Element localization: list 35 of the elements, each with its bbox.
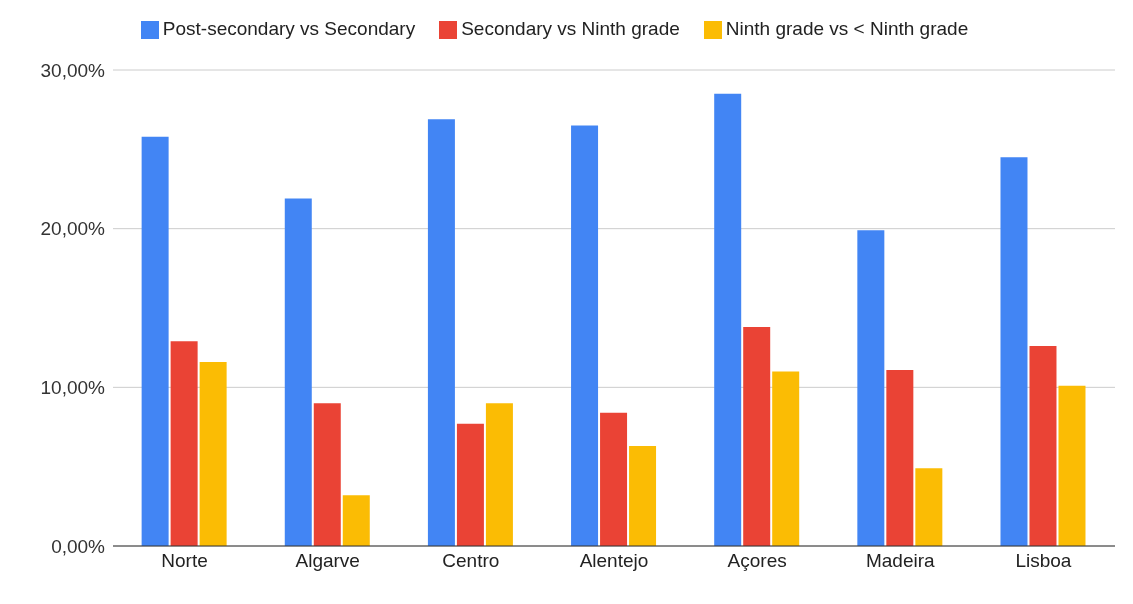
y-tick-label: 20,00% [40, 218, 106, 240]
bar [141, 136, 169, 546]
bar [915, 468, 943, 546]
y-tick-label: 10,00% [40, 377, 106, 399]
legend-label: Ninth grade vs < Ninth grade [725, 18, 969, 39]
x-tick-label: Centro [442, 550, 500, 572]
bar [284, 198, 312, 546]
x-tick-label: Algarve [295, 550, 360, 572]
bar [772, 371, 800, 546]
bar [714, 93, 742, 546]
y-tick-label: 0,00% [51, 535, 106, 557]
bar [170, 341, 198, 546]
x-tick-label: Norte [161, 550, 208, 572]
x-tick-label: Madeira [865, 550, 936, 572]
legend-label: Secondary vs Ninth grade [461, 18, 680, 39]
bar [456, 423, 484, 546]
bar [629, 446, 657, 546]
bar [857, 230, 885, 546]
bar [1058, 385, 1086, 546]
bar [743, 327, 771, 546]
bar [1000, 157, 1028, 546]
bar [600, 412, 628, 546]
x-tick-label: Açores [727, 550, 787, 572]
bar [571, 125, 599, 546]
bar [427, 119, 455, 546]
bar [313, 403, 341, 546]
bar [1029, 346, 1057, 546]
x-tick-label: Lisboa [1015, 550, 1072, 572]
bar [886, 369, 914, 546]
legend-label: Post-secondary vs Secondary [162, 18, 416, 39]
y-tick-label: 30,00% [40, 59, 106, 81]
bar [199, 361, 227, 546]
bar [342, 495, 370, 546]
x-tick-label: Alentejo [579, 550, 649, 572]
bar [485, 403, 513, 546]
